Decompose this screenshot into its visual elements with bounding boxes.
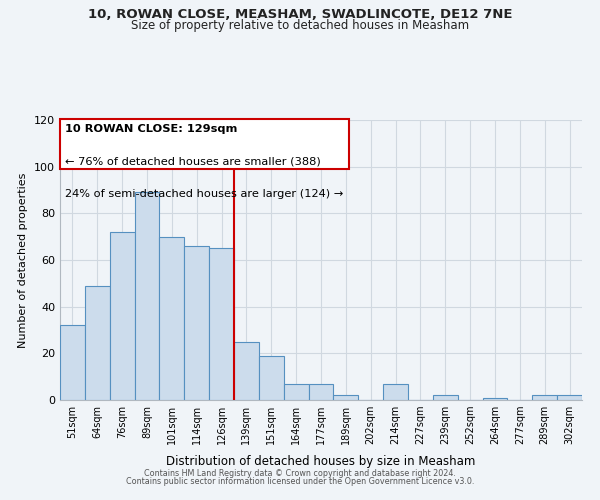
- Text: Contains HM Land Registry data © Crown copyright and database right 2024.: Contains HM Land Registry data © Crown c…: [144, 468, 456, 477]
- X-axis label: Distribution of detached houses by size in Measham: Distribution of detached houses by size …: [166, 456, 476, 468]
- Bar: [259, 356, 284, 400]
- Bar: [134, 192, 160, 400]
- Bar: [110, 232, 134, 400]
- Text: Contains public sector information licensed under the Open Government Licence v3: Contains public sector information licen…: [126, 477, 474, 486]
- Text: 10 ROWAN CLOSE: 129sqm: 10 ROWAN CLOSE: 129sqm: [65, 124, 238, 134]
- Bar: [60, 326, 85, 400]
- Bar: [383, 384, 408, 400]
- Bar: [532, 396, 557, 400]
- Bar: [184, 246, 209, 400]
- Text: Size of property relative to detached houses in Measham: Size of property relative to detached ho…: [131, 19, 469, 32]
- Bar: [334, 396, 358, 400]
- Bar: [557, 396, 582, 400]
- Text: 24% of semi-detached houses are larger (124) →: 24% of semi-detached houses are larger (…: [65, 188, 343, 198]
- Bar: [433, 396, 458, 400]
- Bar: [308, 384, 334, 400]
- Bar: [160, 236, 184, 400]
- Bar: [482, 398, 508, 400]
- Y-axis label: Number of detached properties: Number of detached properties: [19, 172, 28, 348]
- Text: 10 ROWAN CLOSE: 129sqm
← 76% of detached houses are smaller (388)
24% of semi-de: 10 ROWAN CLOSE: 129sqm ← 76% of detached…: [65, 124, 343, 163]
- Bar: [85, 286, 110, 400]
- Bar: [284, 384, 308, 400]
- Text: 10, ROWAN CLOSE, MEASHAM, SWADLINCOTE, DE12 7NE: 10, ROWAN CLOSE, MEASHAM, SWADLINCOTE, D…: [88, 8, 512, 20]
- Bar: [234, 342, 259, 400]
- Bar: [209, 248, 234, 400]
- Text: ← 76% of detached houses are smaller (388): ← 76% of detached houses are smaller (38…: [65, 156, 321, 166]
